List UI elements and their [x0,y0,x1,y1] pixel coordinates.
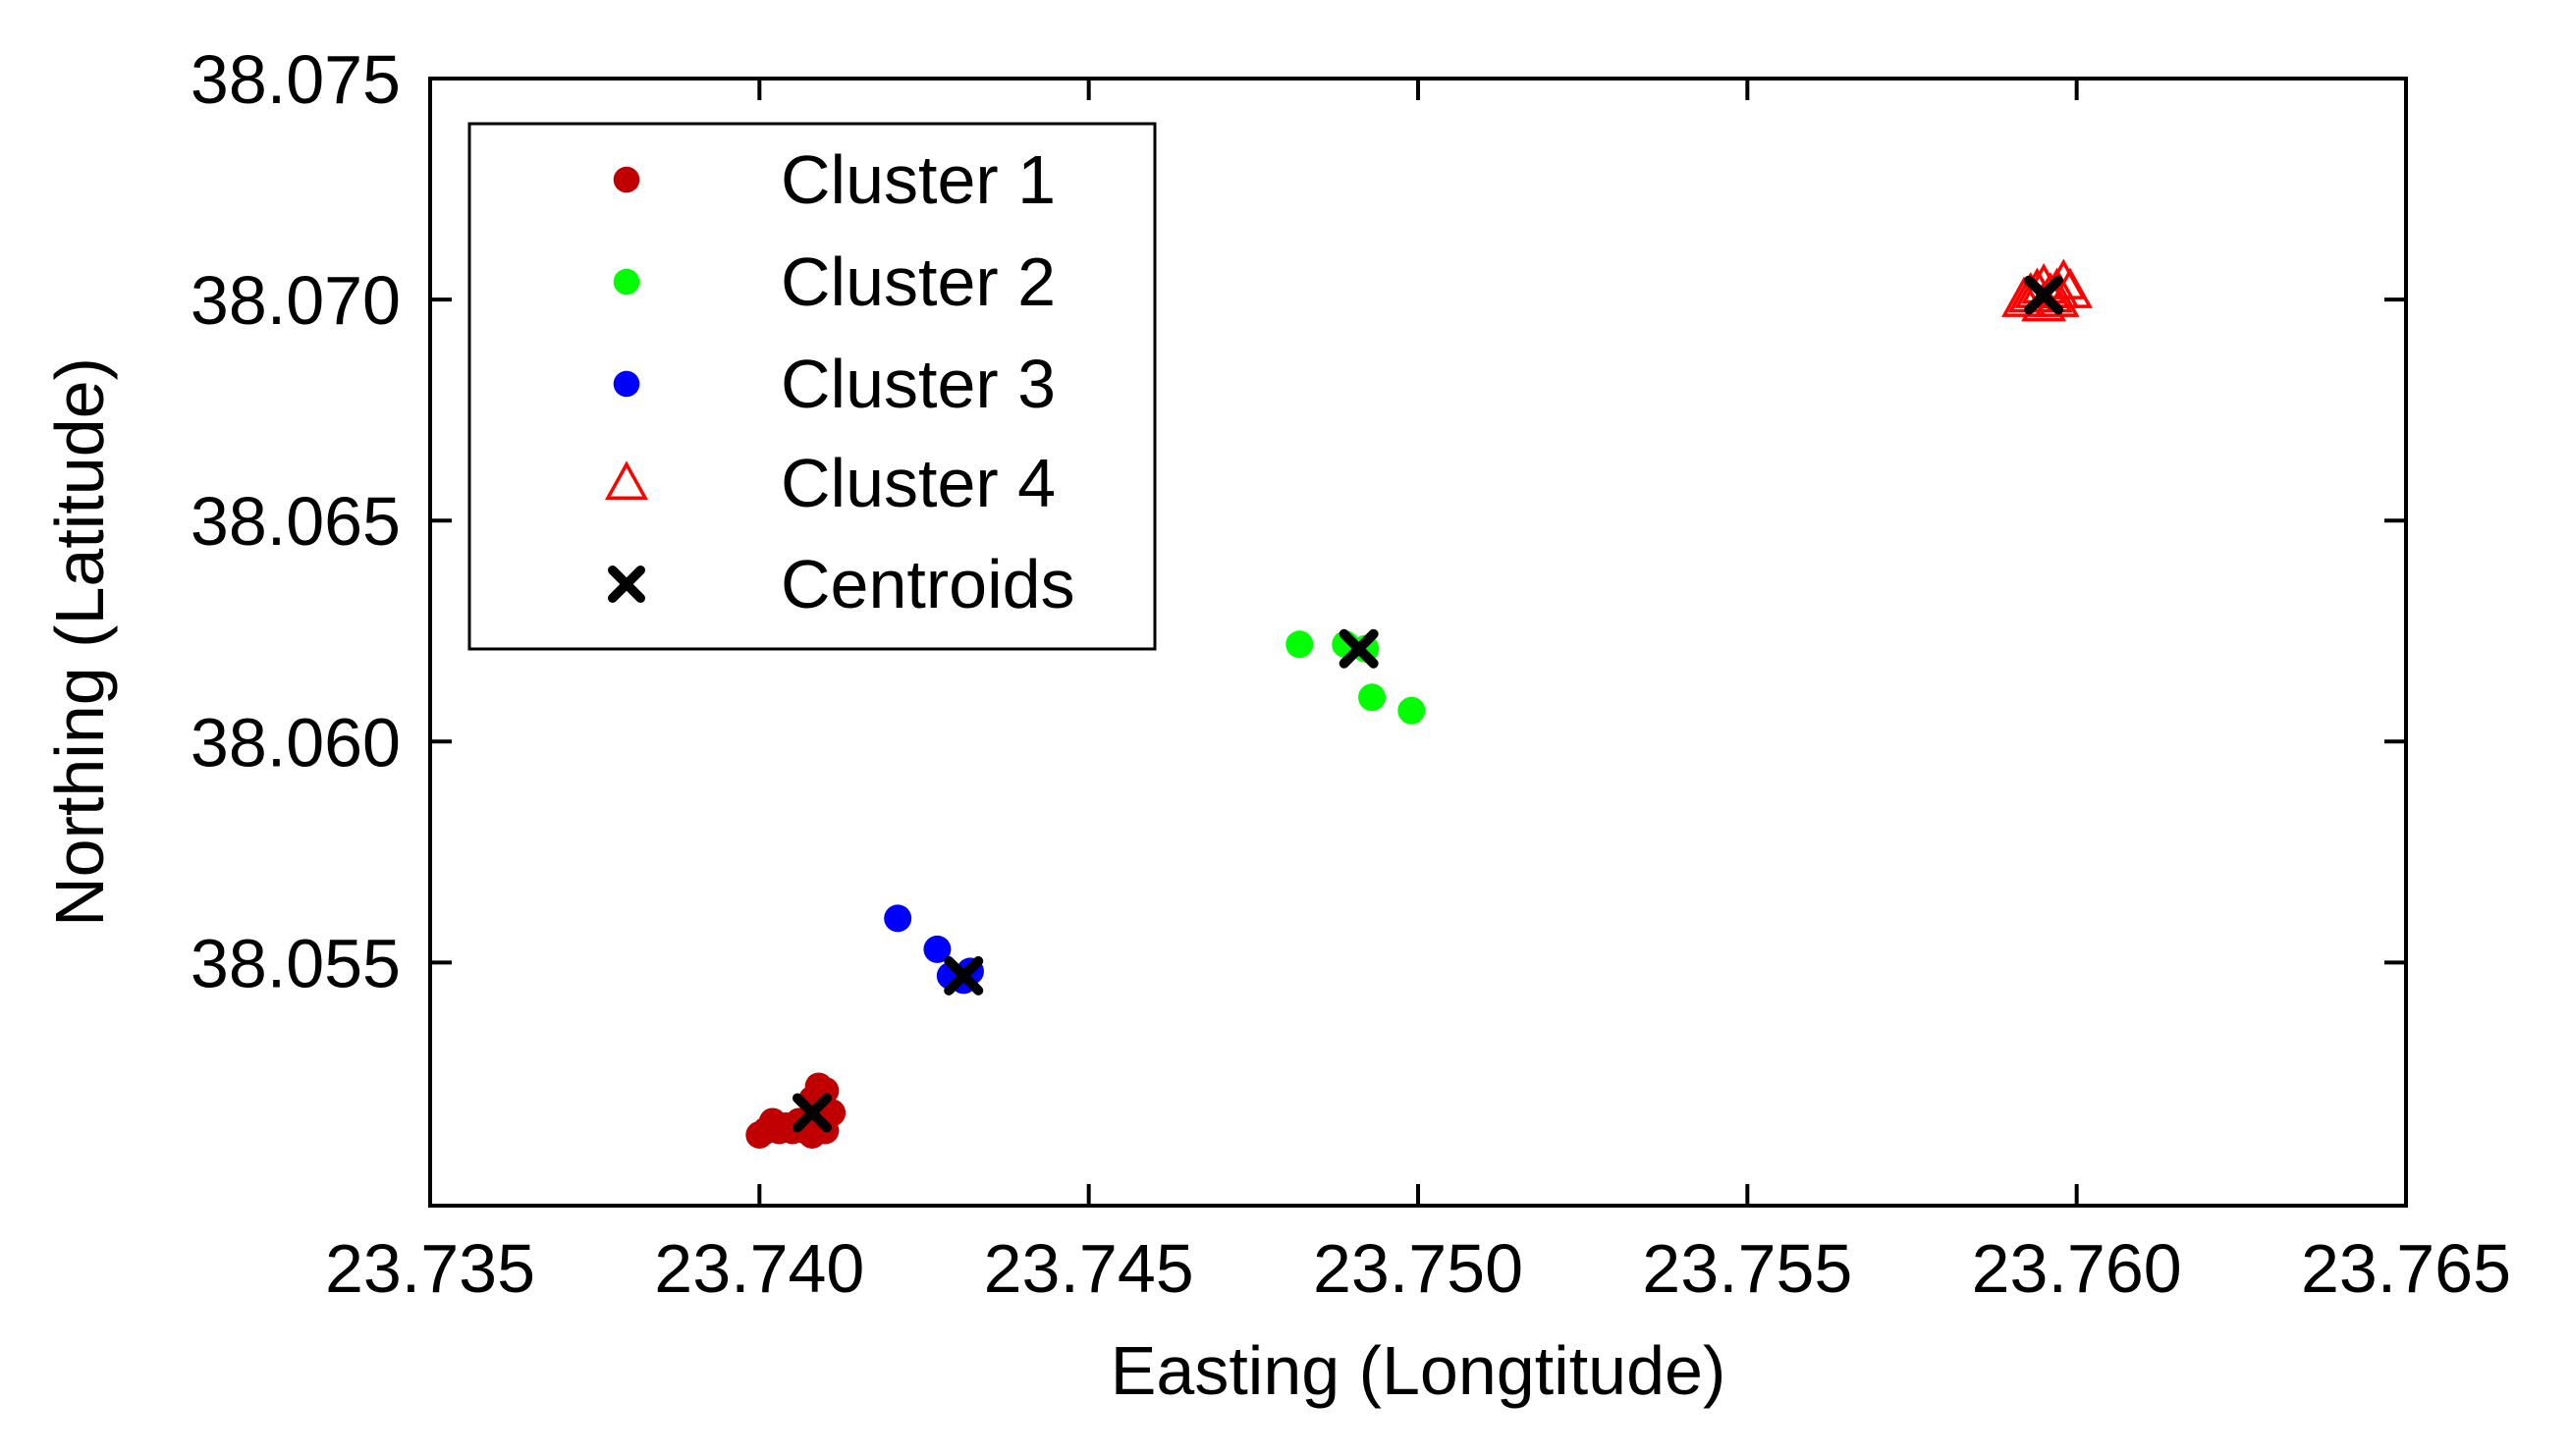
y-tick-label: 38.075 [191,41,401,118]
y-tick-label: 38.065 [191,483,401,560]
legend-marker-cluster-4 [605,460,648,500]
x-tick-label: 23.765 [2301,1230,2511,1307]
centroids-point [2024,275,2064,315]
x-tick-label: 23.745 [984,1230,1194,1307]
y-tick-label: 38.070 [191,262,401,339]
data-points [745,258,2093,1149]
x-axis: 23.735 23.740 23.745 23.750 23.755 23.760 23.7… [325,79,2511,1307]
y-tick-label: 38.055 [191,925,401,1001]
y-tick-label: 38.060 [191,704,401,781]
legend-label-cluster-1: Cluster 1 [781,141,1056,218]
x-tick-label: 23.735 [325,1230,535,1307]
cluster-4-point [2001,276,2047,317]
y-axis-title: Northing (Latitude) [41,357,118,927]
cluster-2-point [1397,696,1426,725]
legend-label-cluster-3: Cluster 3 [781,346,1056,422]
x-tick-label: 23.740 [654,1230,864,1307]
legend-marker-cluster-2 [613,268,640,296]
x-tick-label: 23.760 [1972,1230,2182,1307]
centroids-point [944,955,984,996]
centroids-point [792,1093,832,1133]
legend-label-cluster-2: Cluster 2 [781,243,1056,320]
legend-label-centroids: Centroids [781,546,1075,622]
legend-label-cluster-4: Cluster 4 [781,445,1056,521]
legend-marker-centroids [608,566,645,603]
legend-marker-cluster-1 [613,166,640,193]
x-axis-title: Easting (Longtitude) [1111,1332,1726,1409]
legend: Cluster 1 Cluster 2 Cluster 3 Cluster 4 Cent… [467,122,1157,651]
legend-box [467,122,1157,651]
x-tick-label: 23.750 [1313,1230,1523,1307]
cluster-2-point [1358,683,1387,712]
cluster-2-point [1285,630,1314,659]
legend-marker-cluster-3 [613,370,640,398]
centroids-point [1339,628,1379,669]
cluster-3-point [923,935,952,963]
cluster-3-point [884,904,912,933]
y-axis: 38.055 38.060 38.065 38.070 38.075 [191,41,2406,1001]
x-tick-label: 23.755 [1642,1230,1852,1307]
